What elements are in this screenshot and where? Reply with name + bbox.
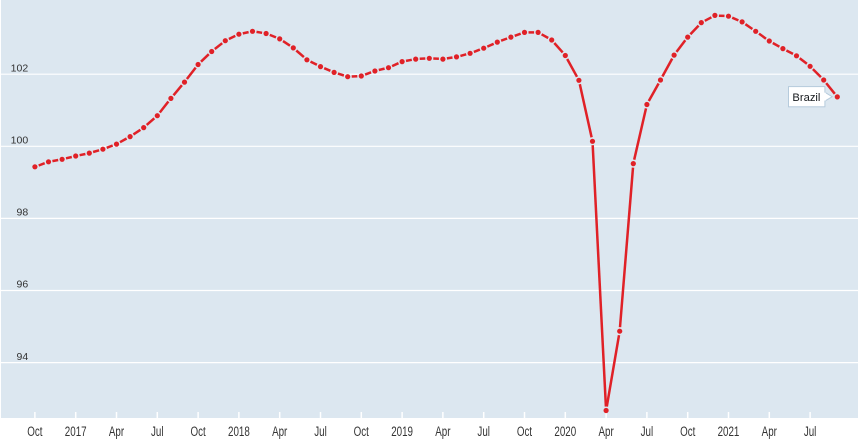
svg-text:Jul: Jul [314,423,327,439]
svg-text:94: 94 [17,351,29,363]
svg-text:Jul: Jul [477,423,490,439]
svg-text:Brazil: Brazil [792,92,820,104]
svg-text:2021: 2021 [718,423,740,439]
svg-text:Oct: Oct [354,423,370,439]
svg-text:2019: 2019 [391,423,413,439]
svg-text:98: 98 [17,207,29,219]
svg-text:2020: 2020 [554,423,576,439]
svg-text:Apr: Apr [109,423,124,439]
svg-text:Apr: Apr [435,423,450,439]
svg-text:Jul: Jul [804,423,817,439]
svg-text:Apr: Apr [598,423,613,439]
svg-text:96: 96 [17,279,29,291]
svg-text:Apr: Apr [762,423,777,439]
svg-text:2017: 2017 [65,423,87,439]
svg-text:102: 102 [11,62,29,74]
svg-text:Oct: Oct [680,423,696,439]
svg-text:Jul: Jul [151,423,164,439]
svg-text:Oct: Oct [27,423,43,439]
svg-text:100: 100 [11,135,29,147]
svg-text:2018: 2018 [228,423,250,439]
svg-text:Oct: Oct [517,423,533,439]
svg-text:Jul: Jul [641,423,654,439]
svg-text:Oct: Oct [190,423,206,439]
svg-text:Apr: Apr [272,423,287,439]
